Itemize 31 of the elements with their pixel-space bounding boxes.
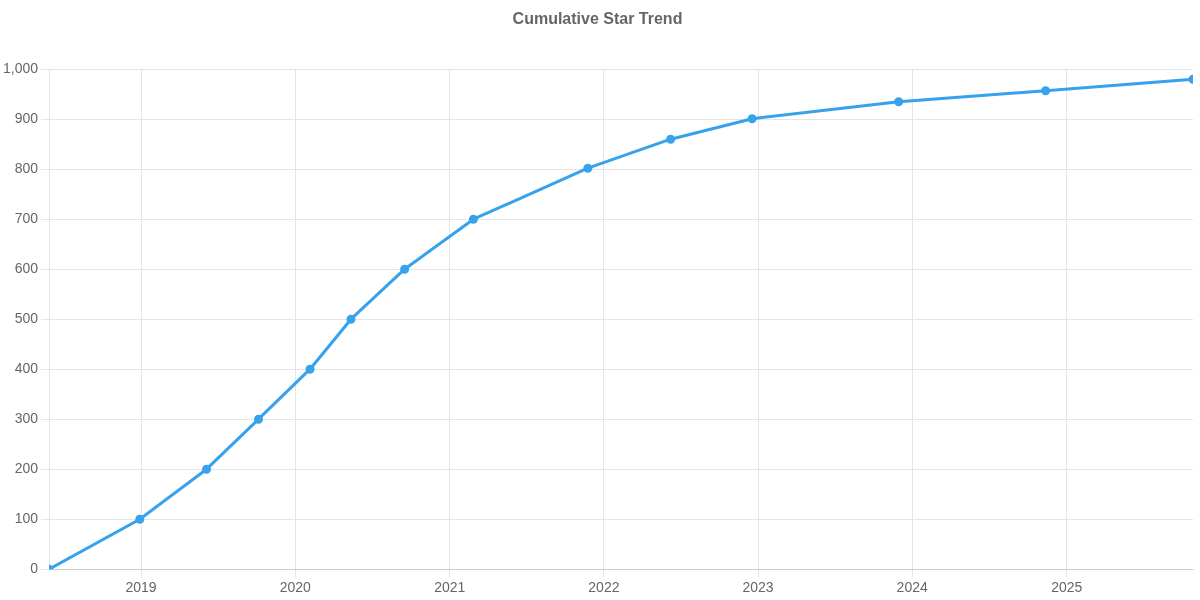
- x-tick-label: 2020: [279, 579, 312, 596]
- point: [1041, 86, 1051, 96]
- x-tick-label: 2023: [742, 579, 774, 596]
- y-tick-label: 100: [14, 510, 39, 527]
- point: [253, 414, 263, 424]
- y-tick-label: 700: [14, 210, 39, 227]
- y-tick-label: 500: [14, 310, 39, 327]
- point: [468, 214, 478, 224]
- y-tick-label: 400: [14, 360, 39, 377]
- chart-title: Cumulative Star Trend: [512, 10, 683, 28]
- point: [346, 314, 356, 324]
- point: [666, 134, 676, 144]
- y-tick-label: 1,000: [2, 60, 39, 77]
- x-tick-label: 2019: [125, 579, 157, 596]
- point: [202, 464, 212, 474]
- point: [747, 114, 757, 124]
- y-tick-label: 800: [14, 160, 39, 177]
- x-tick-label: 2022: [588, 579, 620, 596]
- point: [583, 163, 593, 173]
- x-tick-label: 2024: [896, 579, 928, 596]
- y-tick-label: 900: [14, 110, 39, 127]
- x-tick-label: 2025: [1051, 579, 1083, 596]
- point: [305, 364, 315, 374]
- y-tick-label: 300: [14, 410, 39, 427]
- y-tick-label: 600: [14, 260, 39, 277]
- point: [894, 97, 904, 107]
- y-tick-label: 200: [14, 460, 39, 477]
- x-tick-label: 2021: [434, 579, 466, 596]
- point: [135, 514, 145, 524]
- point: [400, 264, 410, 274]
- y-tick-label: 0: [30, 560, 39, 577]
